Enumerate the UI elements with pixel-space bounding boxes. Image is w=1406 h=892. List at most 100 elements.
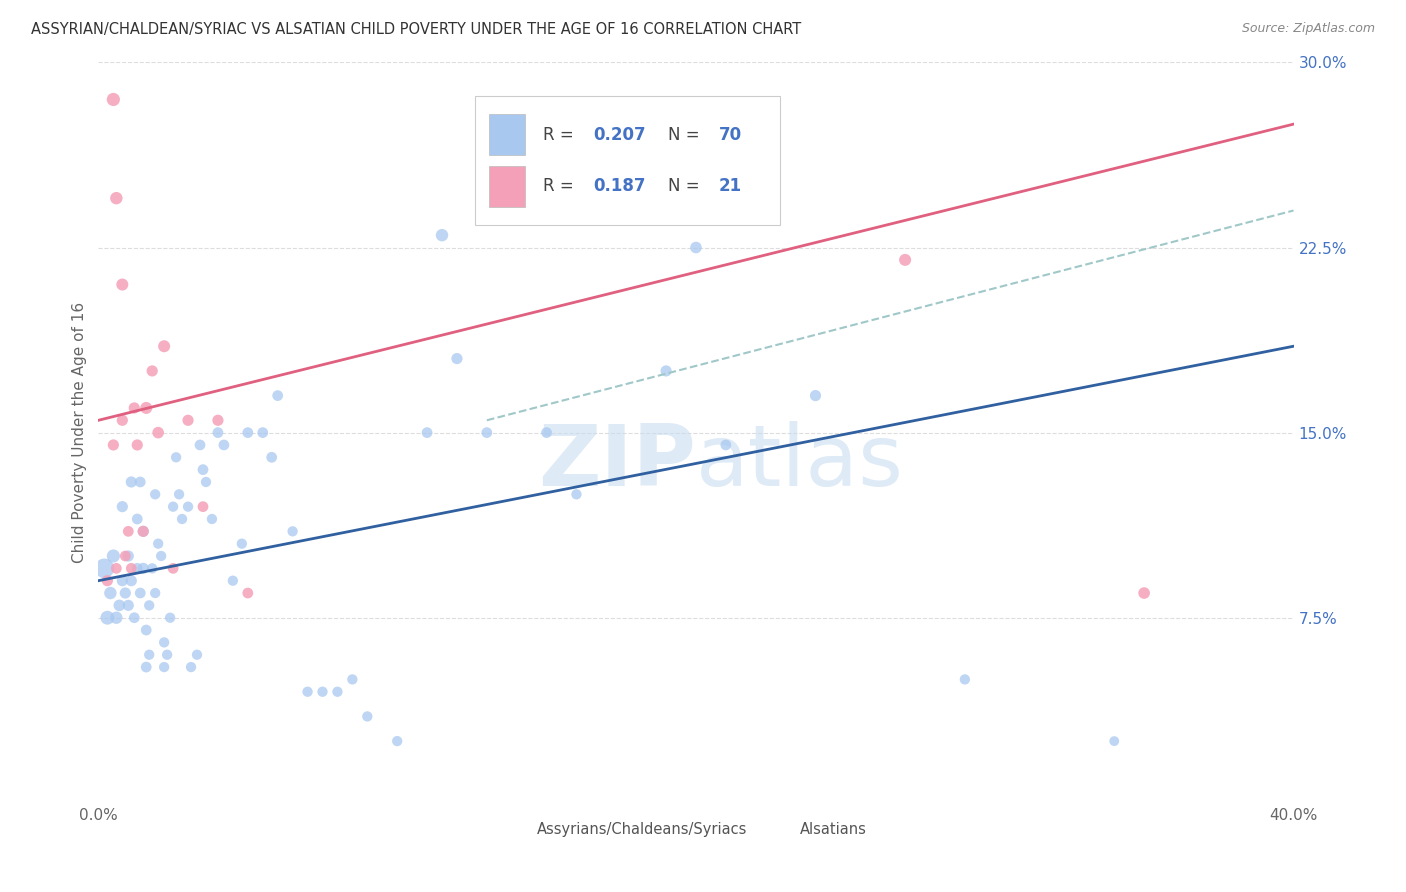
Text: Source: ZipAtlas.com: Source: ZipAtlas.com (1241, 22, 1375, 36)
Point (111, 574, 134, 588)
Point (127, 438, 149, 452)
Point (281, 524, 304, 539)
Point (685, 240, 707, 255)
Point (311, 685, 333, 699)
Point (135, 401, 157, 415)
Text: 0.207: 0.207 (593, 126, 645, 144)
Point (565, 487, 588, 501)
Point (120, 561, 142, 575)
Point (132, 561, 155, 575)
Point (132, 524, 155, 539)
Point (141, 561, 163, 575)
Point (167, 487, 190, 501)
FancyBboxPatch shape (475, 95, 780, 226)
Text: ZIP: ZIP (538, 421, 696, 504)
Point (117, 524, 139, 539)
Text: N =: N = (668, 126, 706, 144)
Bar (489, 114, 524, 155)
Point (148, 425, 170, 440)
Text: 21: 21 (718, 178, 742, 195)
Point (108, 599, 131, 613)
Point (132, 524, 155, 539)
Text: R =: R = (543, 178, 585, 195)
Point (267, 388, 290, 402)
Point (953, 673, 976, 687)
Point (260, 450, 283, 465)
Point (191, 500, 214, 514)
Point (103, 549, 125, 563)
Point (117, 549, 139, 563)
Y-axis label: Child Poverty Under the Age of 16: Child Poverty Under the Age of 16 (72, 302, 87, 563)
Point (236, 586, 259, 600)
Point (153, 339, 176, 353)
Point (138, 599, 160, 613)
Point (105, 191, 128, 205)
Point (127, 512, 149, 526)
Point (165, 450, 187, 465)
Point (356, 709, 378, 723)
Point (201, 512, 224, 526)
Text: ASSYRIAN/CHALDEAN/SYRIAC VS ALSATIAN CHILD POVERTY UNDER THE AGE OF 16 CORRELATI: ASSYRIAN/CHALDEAN/SYRIAC VS ALSATIAN CHI… (31, 22, 801, 37)
Point (177, 500, 200, 514)
Point (894, 252, 917, 267)
Text: R =: R = (543, 126, 579, 144)
Point (111, 500, 134, 514)
Point (93, 561, 115, 575)
Point (385, 734, 409, 748)
Point (231, 536, 253, 550)
Point (446, 351, 468, 366)
Text: Alsatians: Alsatians (800, 822, 868, 837)
Text: Assyrians/Chaldeans/Syriacs: Assyrians/Chaldeans/Syriacs (537, 822, 748, 837)
Point (207, 413, 229, 427)
Point (120, 475, 142, 489)
Point (207, 425, 229, 440)
Point (804, 388, 827, 402)
Point (143, 487, 166, 501)
Text: atlas: atlas (696, 421, 904, 504)
Point (172, 512, 194, 526)
Point (297, 685, 319, 699)
Point (252, 425, 274, 440)
Point (103, 92, 125, 106)
Point (191, 462, 214, 476)
Point (105, 610, 128, 624)
Point (180, 660, 202, 674)
Point (153, 660, 176, 674)
Point (153, 635, 176, 649)
Point (536, 425, 558, 440)
Text: N =: N = (668, 178, 710, 195)
Point (212, 438, 235, 452)
Point (1133, 586, 1156, 600)
Bar (749, 815, 786, 844)
Point (96, 574, 118, 588)
Text: 70: 70 (718, 126, 742, 144)
Point (342, 673, 364, 687)
Point (655, 364, 678, 378)
Point (236, 425, 259, 440)
Point (177, 413, 200, 427)
Point (114, 586, 136, 600)
Point (135, 623, 157, 637)
Point (430, 228, 453, 243)
Text: 0.187: 0.187 (593, 178, 645, 195)
Bar (489, 166, 524, 207)
Point (1104, 734, 1126, 748)
Point (186, 648, 208, 662)
Point (135, 660, 157, 674)
Point (162, 500, 184, 514)
Point (129, 475, 152, 489)
Point (114, 549, 136, 563)
Point (103, 438, 125, 452)
Point (120, 574, 142, 588)
Point (148, 536, 170, 550)
Point (111, 277, 134, 292)
Point (124, 401, 146, 415)
Point (141, 364, 163, 378)
Point (129, 586, 152, 600)
Point (195, 475, 218, 489)
Point (159, 610, 181, 624)
Point (96, 610, 118, 624)
Point (124, 610, 146, 624)
Point (416, 425, 439, 440)
Point (326, 685, 349, 699)
